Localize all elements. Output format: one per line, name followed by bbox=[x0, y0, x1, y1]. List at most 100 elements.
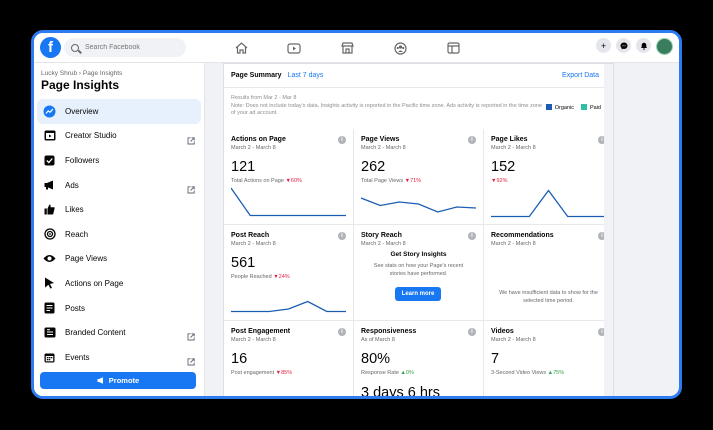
top-bar: f + bbox=[34, 33, 679, 63]
metric-value: 262 bbox=[361, 159, 386, 175]
external-link-icon[interactable] bbox=[187, 353, 195, 366]
legend-label: Paid bbox=[589, 105, 601, 111]
arrow-up-icon: ▲ bbox=[400, 370, 406, 376]
sidebar-item-label: Posts bbox=[65, 303, 86, 313]
card-date: March 2 - March 8 bbox=[361, 145, 406, 151]
metric-label: Total Page Views bbox=[361, 178, 404, 184]
summary-title: Page Summary bbox=[231, 72, 282, 79]
arrow-down-icon: ▼ bbox=[285, 178, 291, 184]
card-actions-on-page[interactable]: Actions on Page March 2 - March 8 i 121 Tota… bbox=[224, 129, 353, 224]
card-page-likes[interactable]: Page Likes March 2 - March 8 i 152 ▼92% bbox=[484, 129, 613, 224]
sidebar-item-label: Reach bbox=[65, 229, 89, 239]
card-date: March 2 - March 8 bbox=[491, 337, 536, 343]
info-icon[interactable]: i bbox=[598, 328, 606, 336]
search-input[interactable] bbox=[85, 44, 175, 51]
sidebar-item-reach[interactable]: Reach bbox=[37, 222, 201, 247]
messenger-icon[interactable] bbox=[616, 38, 631, 53]
card-page-views[interactable]: Page Views March 2 - March 8 i 262 Total Pag… bbox=[354, 129, 483, 224]
facebook-logo-icon[interactable]: f bbox=[40, 37, 61, 58]
overview-icon bbox=[43, 105, 56, 118]
sidebar-item-label: Likes bbox=[65, 205, 84, 215]
page-summary-panel: Page Summary Last 7 days Export Data Res… bbox=[223, 63, 614, 396]
watch-icon[interactable] bbox=[282, 38, 306, 58]
creator-studio-icon bbox=[43, 129, 56, 142]
arrow-up-icon: ▲ bbox=[547, 370, 554, 376]
metric-caption: People Reached ▼24% bbox=[231, 274, 290, 280]
promote-button[interactable]: Promote bbox=[40, 372, 196, 389]
metric-value: 16 bbox=[231, 351, 248, 367]
sidebar-item-events[interactable]: Events bbox=[37, 345, 201, 370]
change-value: 60% bbox=[290, 178, 302, 184]
change-value: 75% bbox=[553, 370, 565, 376]
date-range-selector[interactable]: Last 7 days bbox=[287, 72, 324, 79]
gaming-icon[interactable] bbox=[441, 38, 465, 58]
info-icon[interactable]: i bbox=[338, 136, 346, 144]
card-title: Page Views bbox=[361, 136, 400, 143]
info-icon[interactable]: i bbox=[598, 232, 606, 240]
sidebar-menu: Overview Creator Studio Followers Ads Likes R… bbox=[37, 99, 201, 370]
card-post-engagement[interactable]: Post Engagement March 2 - March 8 i 16 Post … bbox=[224, 321, 353, 396]
sidebar-item-label: Followers bbox=[65, 155, 100, 165]
metric-value: 121 bbox=[231, 159, 256, 175]
learn-more-button[interactable]: Learn more bbox=[395, 287, 441, 301]
external-link-icon[interactable] bbox=[187, 132, 195, 145]
sidebar-item-label: Creator Studio bbox=[65, 131, 117, 141]
sidebar-item-label: Events bbox=[65, 352, 90, 362]
legend-label: Organic bbox=[554, 105, 574, 111]
info-icon[interactable]: i bbox=[468, 136, 476, 144]
card-responsiveness[interactable]: Responsiveness As of March 8 i 80% Response … bbox=[354, 321, 483, 396]
info-icon[interactable]: i bbox=[338, 232, 346, 240]
arrow-down-icon: ▼ bbox=[273, 274, 279, 280]
sidebar-item-ads[interactable]: Ads bbox=[37, 173, 201, 198]
scrollbar[interactable] bbox=[604, 64, 613, 396]
search-box[interactable] bbox=[64, 38, 186, 57]
metric-label: Total Actions on Page bbox=[231, 178, 284, 184]
sidebar-item-likes[interactable]: Likes bbox=[37, 197, 201, 222]
notifications-icon[interactable] bbox=[636, 38, 651, 53]
external-link-icon[interactable] bbox=[187, 181, 195, 194]
card-date: March 2 - March 8 bbox=[231, 145, 276, 151]
change-indicator: ▼60% bbox=[285, 178, 301, 184]
card-post-reach[interactable]: Post Reach March 2 - March 8 i 561 People Re… bbox=[224, 225, 353, 320]
sidebar-item-followers[interactable]: Followers bbox=[37, 148, 201, 173]
marketplace-icon[interactable] bbox=[335, 38, 359, 58]
home-icon[interactable] bbox=[229, 38, 253, 58]
sidebar-item-branded-content[interactable]: Branded Content bbox=[37, 320, 201, 345]
card-videos[interactable]: Videos March 2 - March 8 i 7 3-Second Video … bbox=[484, 321, 613, 396]
story-heading: Get Story Insights bbox=[390, 251, 447, 258]
sidebar-item-actions-on-page[interactable]: Actions on Page bbox=[37, 271, 201, 296]
groups-icon[interactable] bbox=[388, 38, 412, 58]
legend-item-organic: Organic bbox=[545, 104, 574, 111]
timezone-note: Note: Does not include today's data. Ins… bbox=[231, 102, 543, 117]
card-date: March 2 - March 8 bbox=[361, 241, 406, 247]
change-indicator: ▼71% bbox=[405, 178, 421, 184]
card-story-reach[interactable]: Story Reach March 2 - March 8 i Get Story I… bbox=[354, 225, 483, 320]
sidebar-item-page-views[interactable]: Page Views bbox=[37, 247, 201, 272]
page-title: Page Insights bbox=[41, 78, 120, 92]
sidebar-item-creator-studio[interactable]: Creator Studio bbox=[37, 124, 201, 149]
insights-sidebar: Lucky Shrub › Page Insights Page Insight… bbox=[34, 63, 205, 396]
info-icon[interactable]: i bbox=[468, 328, 476, 336]
breadcrumb[interactable]: Lucky Shrub › Page Insights bbox=[41, 70, 123, 77]
info-icon[interactable]: i bbox=[598, 136, 606, 144]
change-indicator: ▼92% bbox=[491, 178, 507, 184]
sidebar-item-overview[interactable]: Overview bbox=[37, 99, 201, 124]
info-icon[interactable]: i bbox=[338, 328, 346, 336]
metric-label: Post engagement bbox=[231, 370, 275, 376]
sparkline bbox=[361, 197, 476, 213]
sidebar-item-posts[interactable]: Posts bbox=[37, 296, 201, 321]
metric-caption: Total Page Views ▼71% bbox=[361, 178, 421, 184]
external-link-icon[interactable] bbox=[187, 328, 195, 341]
card-date: As of March 8 bbox=[361, 337, 395, 343]
export-data-link[interactable]: Export Data bbox=[562, 72, 599, 79]
card-recommendations[interactable]: Recommendations March 2 - March 8 i We have… bbox=[484, 225, 613, 320]
legend-swatch bbox=[545, 104, 552, 110]
plus-icon[interactable]: + bbox=[596, 38, 611, 53]
change-indicator: ▼85% bbox=[276, 370, 292, 376]
calendar-icon bbox=[43, 351, 56, 364]
legend-swatch bbox=[580, 104, 587, 110]
avatar[interactable] bbox=[656, 38, 673, 55]
sidebar-item-label: Ads bbox=[65, 180, 79, 190]
change-value: 24% bbox=[278, 274, 290, 280]
info-icon[interactable]: i bbox=[468, 232, 476, 240]
